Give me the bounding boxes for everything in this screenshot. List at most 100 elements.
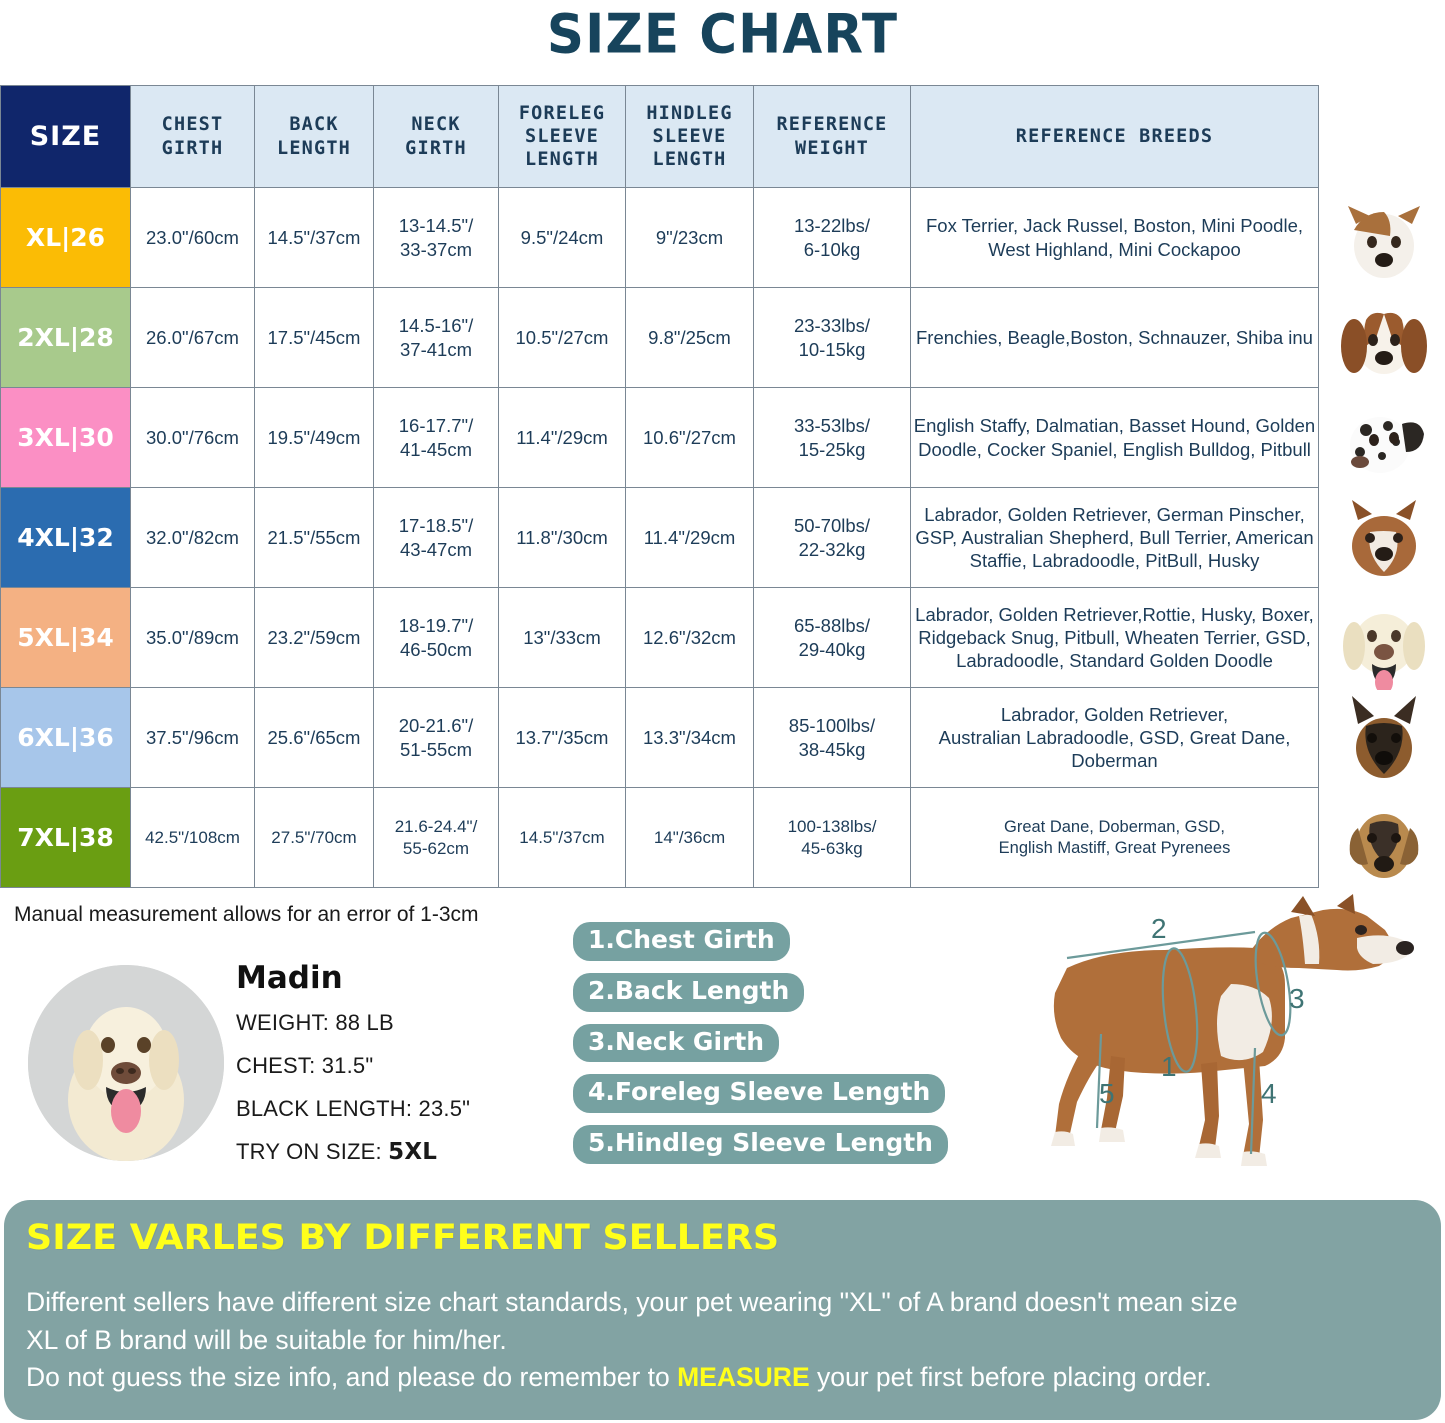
breed-photo-beagle [1330,290,1438,390]
cell-reference-weight: 23-33lbs/10-15kg [753,287,911,388]
measurement-note: Manual measurement allows for an error o… [14,903,479,926]
cell-neck-girth: 20-21.6"/51-55cm [373,687,499,788]
warning-line-3-b: your pet first before placing order. [809,1362,1212,1393]
jack-russell-terrier-icon [1348,206,1420,278]
table-body: XL|26 23.0"/60cm 14.5"/37cm 13-14.5"/33-37c… [0,187,1319,888]
breed-photo-german-shepherd [1330,690,1438,790]
diagram-marker-1: 1 [1161,1051,1177,1082]
cell-hindleg-sleeve: 9.8"/25cm [625,287,754,388]
size-label-4XL-32: 4XL|32 [0,487,131,588]
warning-measure-highlight: MEASURE [677,1362,810,1393]
breed-photo-american-staffy [1330,490,1438,590]
size-table: SIZE CHEST GIRTH BACK LENGTH NECK GIRTH [0,85,1319,888]
cell-reference-breeds: Frenchies, Beagle,Boston, Schnauzer, Shi… [910,287,1319,388]
cell-chest-girth: 32.0"/82cm [130,487,255,588]
cell-back-length: 27.5"/70cm [254,787,374,888]
page-title: SIZE CHART [546,2,899,66]
cell-neck-girth: 21.6-24.4"/55-62cm [373,787,499,888]
column-header-reference-breeds: REFERENCE BREEDS [910,85,1319,188]
size-label-2XL-28: 2XL|28 [0,287,131,388]
cell-chest-girth: 30.0"/76cm [130,387,255,488]
beagle-icon [1341,312,1427,374]
column-header-neck-girth: NECK GIRTH [373,85,499,188]
warning-line-3-a: Do not guess the size info, and please d… [26,1362,678,1393]
try-on-size: 5XL [388,1139,438,1165]
cell-hindleg-sleeve: 12.6"/32cm [625,587,754,688]
cell-reference-breeds: Labrador, Golden Retriever, German Pinsc… [910,487,1319,588]
diagram-number-labels: 2 1 3 4 5 [1099,913,1305,1109]
measure-legend: 1.Chest Girth 2.Back Length 3.Neck Girth 4.… [573,922,948,1176]
cell-reference-weight: 13-22lbs/6-10kg [753,187,911,288]
german-shepherd-icon [1352,696,1416,778]
cell-hindleg-sleeve: 9"/23cm [625,187,754,288]
diagram-marker-4: 4 [1261,1078,1277,1109]
cell-hindleg-sleeve: 11.4"/29cm [625,487,754,588]
profile-back-length: BLACK LENGTH: 23.5" [236,1096,471,1121]
cell-reference-breeds: English Staffy, Dalmatian, Basset Hound,… [910,387,1319,488]
dog-measurement-diagram: 2 1 3 4 5 [955,888,1445,1188]
column-header-reference-weight: REFERENCE WEIGHT [753,85,911,188]
cell-neck-girth: 13-14.5"/33-37cm [373,187,499,288]
column-header-back-length: BACK LENGTH [254,85,374,188]
breed-photo-dalmatian [1330,390,1438,490]
cell-foreleg-sleeve: 14.5"/37cm [498,787,626,888]
cell-back-length: 14.5"/37cm [254,187,374,288]
cell-hindleg-sleeve: 10.6"/27cm [625,387,754,488]
measure-pill-3: 3.Neck Girth [573,1023,780,1063]
cell-foreleg-sleeve: 11.4"/29cm [498,387,626,488]
profile-avatar [28,965,224,1161]
cell-back-length: 19.5"/49cm [254,387,374,488]
try-on-label: TRY ON SIZE: [236,1139,382,1164]
size-table-wrapper: SIZE CHEST GIRTH BACK LENGTH NECK GIRTH [0,85,1445,888]
cell-neck-girth: 18-19.7"/46-50cm [373,587,499,688]
labrador-portrait-icon [28,965,224,1161]
table-row: 3XL|30 30.0"/76cm 19.5"/49cm 16-17.7"/41-45… [0,387,1319,488]
diagram-marker-3: 3 [1289,983,1305,1014]
cell-reference-weight: 50-70lbs/22-32kg [753,487,911,588]
measure-pill-1: 1.Chest Girth [573,922,790,961]
cell-reference-weight: 85-100lbs/38-45kg [753,687,911,788]
cell-reference-breeds: Labrador, Golden Retriever, Australian La… [910,687,1319,788]
size-label-3XL-30: 3XL|30 [0,387,131,488]
cell-chest-girth: 42.5"/108cm [130,787,255,888]
cell-back-length: 23.2"/59cm [254,587,374,688]
cell-neck-girth: 16-17.7"/41-45cm [373,387,499,488]
column-header-size: SIZE [0,85,131,188]
column-header-hindleg-sleeve-length: HINDLEG SLEEVE LENGTH [625,85,754,188]
measure-pill-2: 2.Back Length [573,972,805,1012]
cell-back-length: 21.5"/55cm [254,487,374,588]
cell-chest-girth: 37.5"/96cm [130,687,255,788]
cell-chest-girth: 26.0"/67cm [130,287,255,388]
measure-pill-4: 4.Foreleg Sleeve Length [573,1074,946,1113]
breed-photo-labrador [1330,590,1438,690]
cell-hindleg-sleeve: 13.3"/34cm [625,687,754,788]
size-label-6XL-36: 6XL|36 [0,687,131,788]
cell-foreleg-sleeve: 13"/33cm [498,587,626,688]
profile-chest: CHEST: 31.5" [236,1053,374,1078]
cell-reference-weight: 100-138lbs/45-63kg [753,787,911,888]
cell-foreleg-sleeve: 11.8"/30cm [498,487,626,588]
profile-try-on: TRY ON SIZE: 5XL [236,1139,566,1165]
header-row: SIZE CHEST GIRTH BACK LENGTH NECK GIRTH [0,85,1319,188]
cell-reference-weight: 65-88lbs/29-40kg [753,587,911,688]
table-head: SIZE CHEST GIRTH BACK LENGTH NECK GIRTH [0,85,1319,188]
column-header-foreleg-sleeve-length: FORELEG SLEEVE LENGTH [498,85,626,188]
dalmatian-icon [1350,417,1424,473]
labrador-icon [1343,614,1425,690]
cell-reference-breeds: Labrador, Golden Retriever,Rottie, Husky… [910,587,1319,688]
measure-pill-5: 5.Hindleg Sleeve Length [573,1125,948,1164]
size-label-5XL-34: 5XL|34 [0,587,131,688]
cell-back-length: 25.6"/65cm [254,687,374,788]
table-row: 2XL|28 26.0"/67cm 17.5"/45cm 14.5-16"/37-41… [0,287,1319,388]
dog-diagram-illustration: 2 1 3 4 5 [1051,894,1414,1166]
cell-reference-breeds: Fox Terrier, Jack Russel, Boston, Mini P… [910,187,1319,288]
profile-weight: WEIGHT: 88 LB [236,1010,394,1035]
diagram-marker-2: 2 [1151,913,1167,944]
profile-name: Madin [236,960,343,996]
size-label-7XL-38: 7XL|38 [0,787,131,888]
warning-line-3: Do not guess the size info, and please d… [26,1359,1419,1397]
column-header-chest-girth: CHEST GIRTH [130,85,255,188]
cell-foreleg-sleeve: 13.7"/35cm [498,687,626,788]
breed-photo-great-dane [1330,790,1438,890]
